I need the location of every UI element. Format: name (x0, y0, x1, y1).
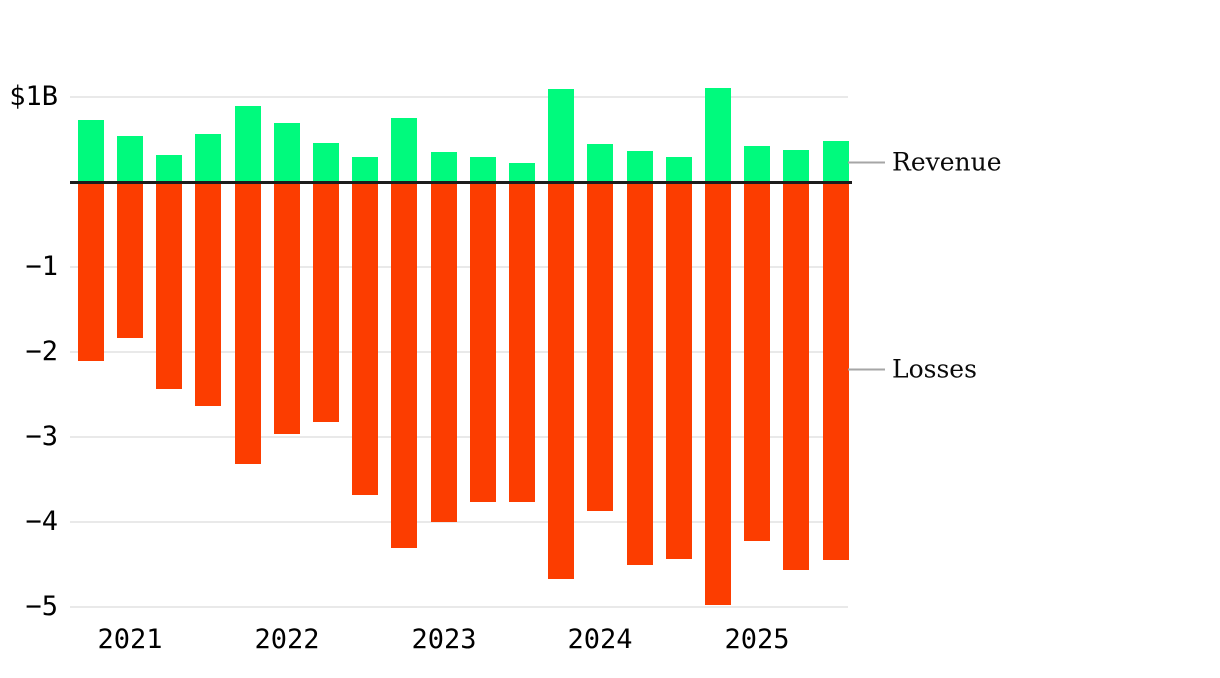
revenue-annotation: Revenue (848, 148, 1002, 177)
revenue-bar-2023-Q2 (470, 157, 496, 182)
zero-baseline (70, 181, 852, 184)
x-tick-label-2023: 2023 (411, 624, 477, 655)
y-tick-label-1: $1B (9, 81, 58, 112)
gridline--3 (70, 436, 848, 438)
loss-bar-2023-Q2 (470, 182, 496, 502)
revenue-connector-line (848, 161, 885, 163)
loss-bar-2021-Q1 (117, 182, 143, 338)
gridline--1 (70, 266, 848, 268)
loss-bar-2022-Q3 (352, 182, 378, 495)
revenue-bar-2022-Q1 (274, 123, 300, 182)
gridline--2 (70, 351, 848, 353)
loss-bar-2023-Q4 (548, 182, 574, 579)
y-tick-label--5: −5 (25, 591, 58, 622)
revenue-label: Revenue (892, 147, 1002, 177)
revenue-bar-2021-Q1 (117, 136, 143, 182)
gridline--5 (70, 606, 848, 608)
x-tick-label-2021: 2021 (97, 624, 163, 655)
revenue-bar-2024-Q3 (666, 157, 692, 182)
loss-bar-2024-Q3 (666, 182, 692, 559)
y-tick-label--1: −1 (25, 251, 58, 282)
loss-bar-2021-Q4 (235, 182, 261, 464)
revenue-bar-2024-Q1 (587, 144, 613, 182)
losses-annotation: Losses (848, 355, 977, 384)
revenue-bar-2022-Q2 (313, 143, 339, 182)
loss-bar-2022-Q4 (391, 182, 417, 548)
loss-bar-2024-Q4 (705, 182, 731, 605)
revenue-bar-2023-Q3 (509, 163, 535, 182)
y-tick-label--3: −3 (25, 421, 58, 452)
revenue-bar-2021-Q3 (195, 134, 221, 182)
losses-connector-line (848, 368, 885, 370)
revenue-bar-2022-Q4 (391, 118, 417, 182)
revenue-bar-2023-Q4 (548, 89, 574, 182)
loss-bar-2022-Q1 (274, 182, 300, 434)
gridline-1 (70, 96, 848, 98)
loss-bar-2025-Q3 (823, 182, 849, 560)
revenue-bar-2021-Q2 (156, 155, 182, 182)
x-tick-label-2022: 2022 (254, 624, 320, 655)
loss-bar-2021-Q3 (195, 182, 221, 406)
revenue-bar-2025-Q2 (783, 150, 809, 182)
loss-bar-2020-Q4 (78, 182, 104, 361)
revenue-bar-2023-Q1 (431, 152, 457, 182)
revenue-bar-2022-Q3 (352, 157, 378, 183)
revenue-bar-2024-Q4 (705, 88, 731, 182)
loss-bar-2023-Q1 (431, 182, 457, 522)
loss-bar-2023-Q3 (509, 182, 535, 502)
x-tick-label-2024: 2024 (567, 624, 633, 655)
revenue-bar-2021-Q4 (235, 106, 261, 182)
loss-bar-2022-Q2 (313, 182, 339, 422)
loss-bar-2024-Q2 (627, 182, 653, 565)
loss-bar-2024-Q1 (587, 182, 613, 511)
loss-bar-2025-Q1 (744, 182, 770, 541)
loss-bar-2025-Q2 (783, 182, 809, 570)
x-tick-label-2025: 2025 (724, 624, 790, 655)
loss-bar-2021-Q2 (156, 182, 182, 389)
losses-label: Losses (892, 354, 977, 384)
y-tick-label--4: −4 (25, 506, 58, 537)
revenue-bar-2020-Q4 (78, 120, 104, 182)
y-tick-label--2: −2 (25, 336, 58, 367)
revenue-bar-2024-Q2 (627, 151, 653, 182)
revenue-bar-2025-Q3 (823, 141, 849, 182)
gridline--4 (70, 521, 848, 523)
revenue-bar-2025-Q1 (744, 146, 770, 182)
